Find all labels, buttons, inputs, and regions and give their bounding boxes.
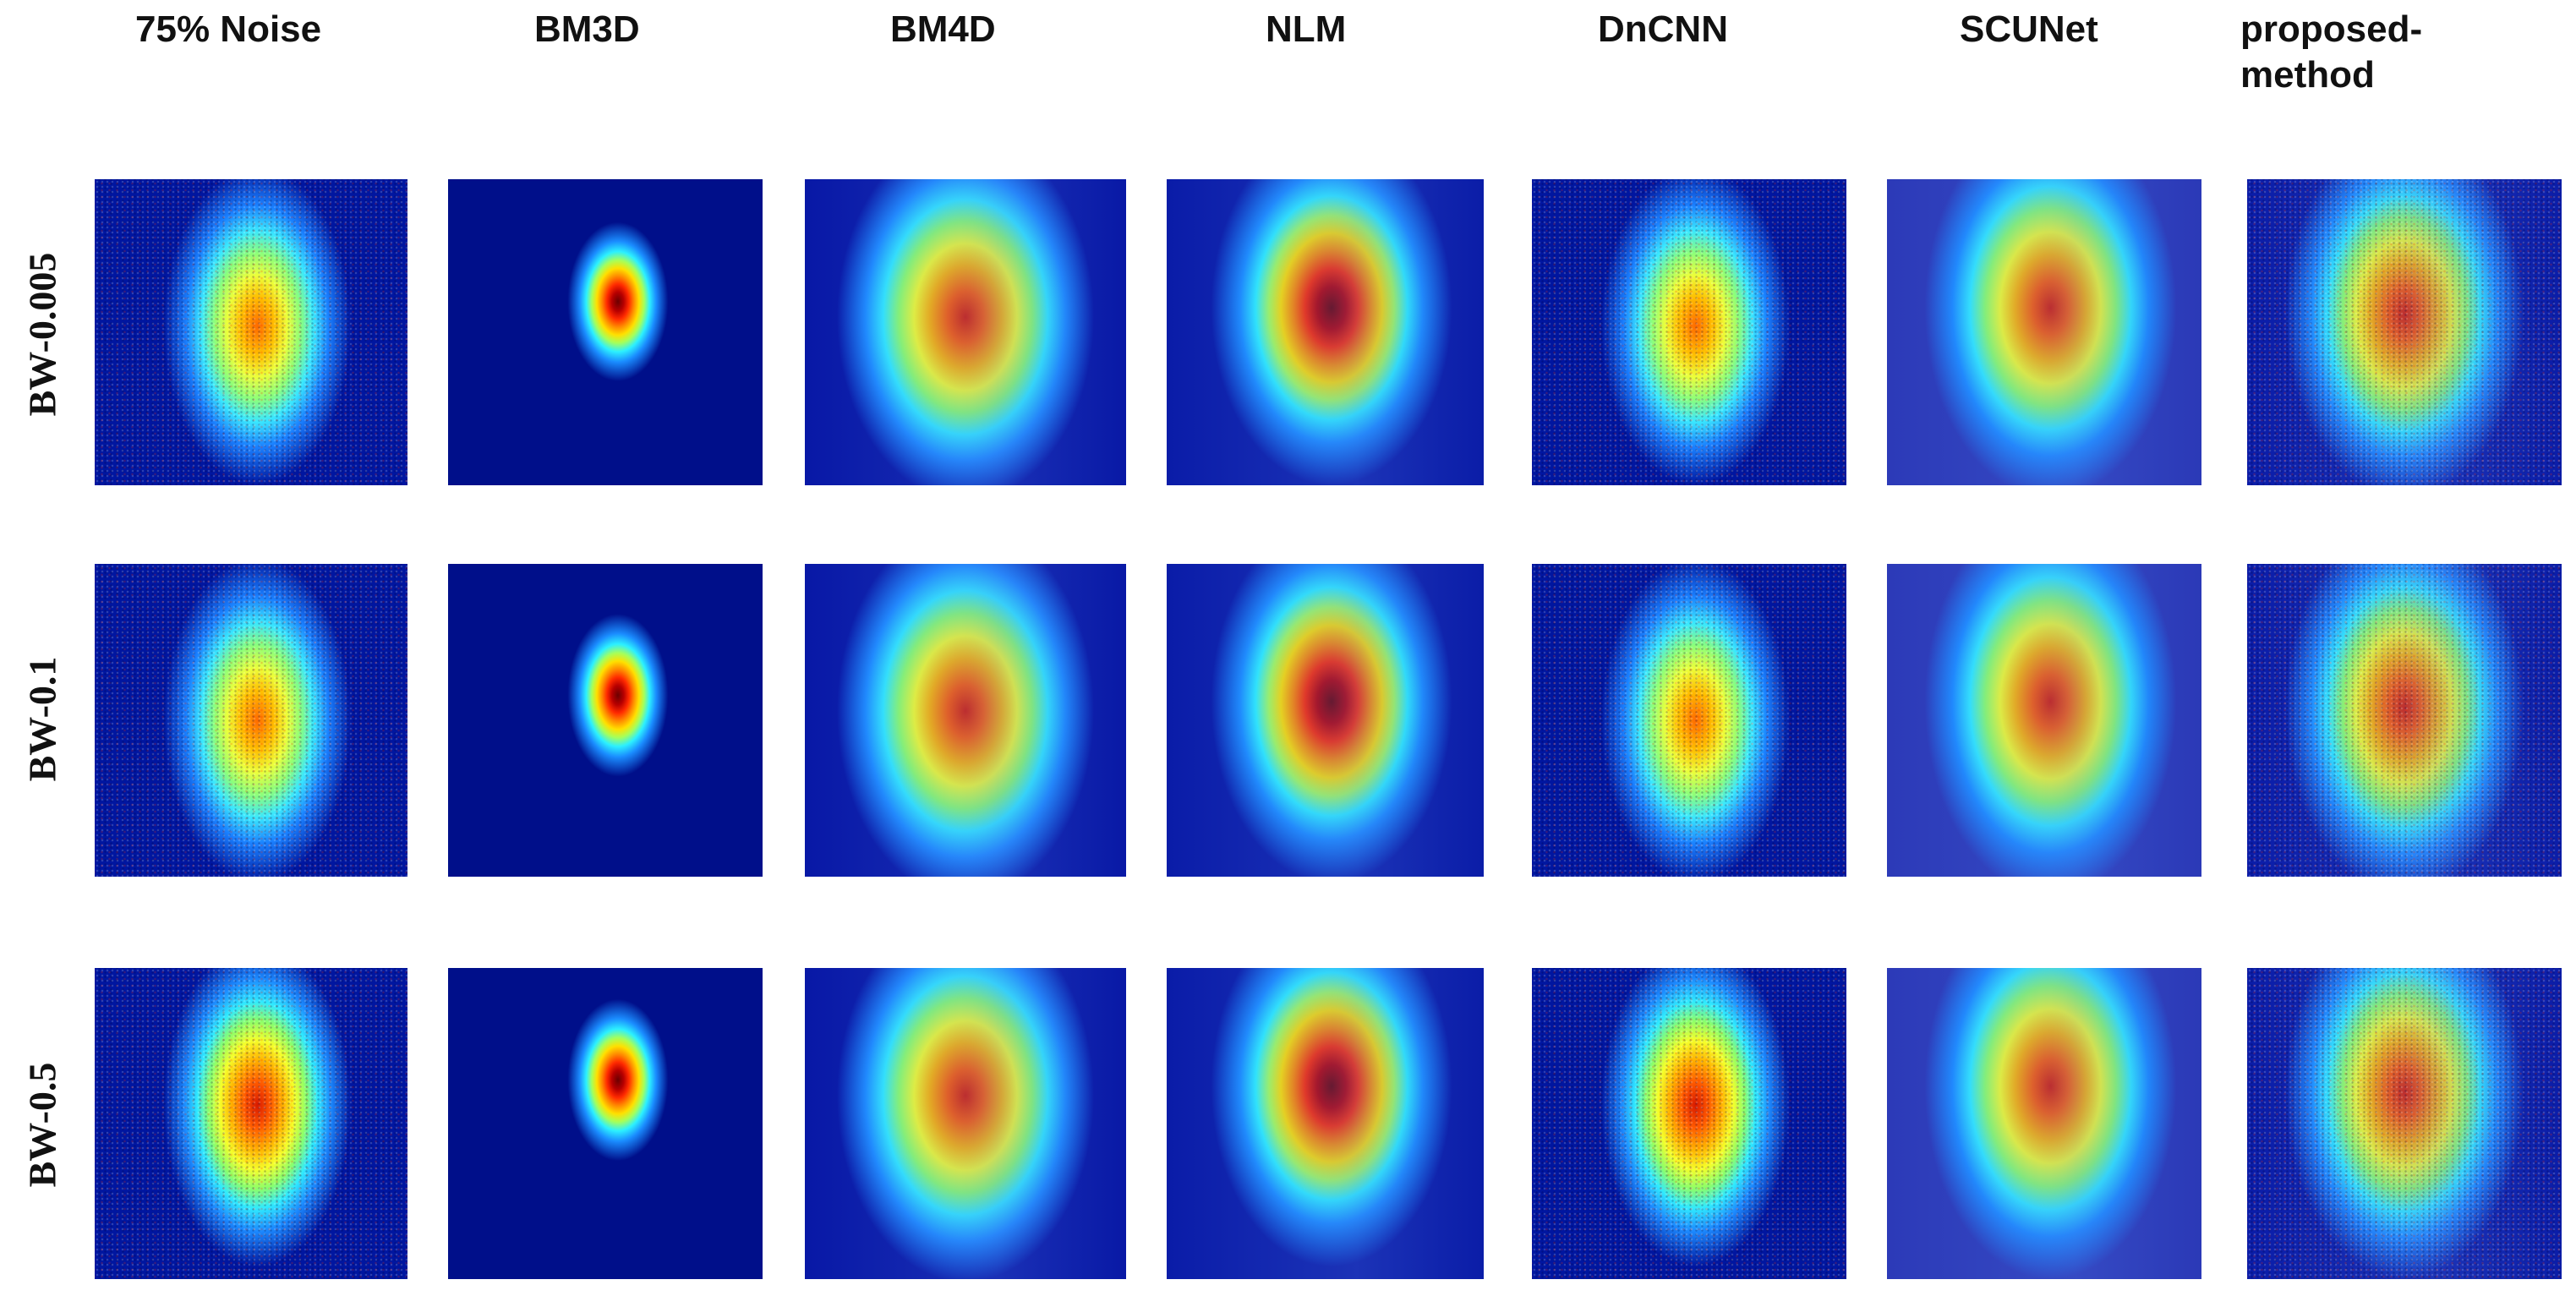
intensity-map	[1887, 968, 2201, 1279]
haze-overlay	[805, 968, 1126, 1279]
column-header-nlm: NLM	[1266, 8, 1347, 50]
panel-dncnn-row-1	[1532, 179, 1846, 485]
panel-bm3d-row-1	[448, 179, 763, 485]
noise-texture	[1532, 179, 1846, 485]
panel-bm3d-row-3	[448, 968, 763, 1279]
row-label-bw-05: BW-0.5	[0, 968, 85, 1281]
panel-bm4d-row-2	[805, 564, 1126, 877]
haze-overlay	[1167, 564, 1484, 877]
intensity-map	[1887, 179, 2201, 485]
haze-overlay	[1887, 564, 2201, 877]
panel-nlm-row-3	[1167, 968, 1484, 1279]
panel-scunet-row-3	[1887, 968, 2201, 1279]
haze-overlay	[2247, 564, 2562, 877]
intensity-map	[95, 564, 407, 877]
noise-texture	[2247, 564, 2562, 877]
noise-texture	[95, 179, 407, 485]
panel-bm4d-row-3	[805, 968, 1126, 1279]
intensity-map	[1887, 564, 2201, 877]
haze-overlay	[1887, 179, 2201, 485]
intensity-map	[2247, 179, 2562, 485]
panel-bm4d-row-1	[805, 179, 1126, 485]
haze-overlay	[2247, 179, 2562, 485]
intensity-map	[805, 564, 1126, 877]
column-header-scunet: SCUNet	[1960, 8, 2098, 50]
intensity-map	[1532, 564, 1846, 877]
column-header-dncnn: DnCNN	[1598, 8, 1728, 50]
intensity-map	[1167, 564, 1484, 877]
intensity-map	[1532, 968, 1846, 1279]
intensity-map	[2247, 564, 2562, 877]
noise-texture	[95, 564, 407, 877]
panel-proposed-method-row-2	[2247, 564, 2562, 877]
column-header-proposed-method: proposed-method	[2240, 8, 2423, 96]
panel-dncnn-row-2	[1532, 564, 1846, 877]
column-header-75-noise: 75% Noise	[135, 8, 322, 50]
panel-scunet-row-2	[1887, 564, 2201, 877]
haze-overlay	[1167, 179, 1484, 485]
panel-nlm-row-1	[1167, 179, 1484, 485]
panel-proposed-method-row-3	[2247, 968, 2562, 1279]
haze-overlay	[1887, 968, 2201, 1279]
haze-overlay	[1167, 968, 1484, 1279]
row-label-text: BW-0.005	[20, 252, 64, 416]
noise-texture	[1532, 968, 1846, 1279]
row-label-text: BW-0.1	[20, 656, 64, 781]
intensity-map	[1532, 179, 1846, 485]
panel-scunet-row-1	[1887, 179, 2201, 485]
intensity-map	[2247, 968, 2562, 1279]
column-header-bm4d: BM4D	[890, 8, 996, 50]
haze-overlay	[805, 179, 1126, 485]
intensity-map	[805, 179, 1126, 485]
intensity-map	[1167, 179, 1484, 485]
intensity-map	[95, 179, 407, 485]
intensity-map	[448, 179, 763, 485]
panel-75-noise-row-3	[95, 968, 407, 1279]
noise-texture	[2247, 968, 2562, 1279]
row-label-bw-0005: BW-0.005	[0, 178, 85, 490]
intensity-map	[448, 564, 763, 877]
intensity-map	[448, 968, 763, 1279]
row-label-bw-01: BW-0.1	[0, 562, 85, 875]
panel-75-noise-row-1	[95, 179, 407, 485]
noise-texture	[1532, 564, 1846, 877]
noise-texture	[95, 968, 407, 1279]
intensity-map	[95, 968, 407, 1279]
panel-bm3d-row-2	[448, 564, 763, 877]
noise-texture	[2247, 179, 2562, 485]
panel-nlm-row-2	[1167, 564, 1484, 877]
intensity-map	[1167, 968, 1484, 1279]
haze-overlay	[2247, 968, 2562, 1279]
haze-overlay	[805, 564, 1126, 877]
intensity-map	[805, 968, 1126, 1279]
column-header-bm3d: BM3D	[534, 8, 640, 50]
panel-proposed-method-row-1	[2247, 179, 2562, 485]
panel-75-noise-row-2	[95, 564, 407, 877]
row-label-text: BW-0.5	[20, 1062, 64, 1187]
panel-dncnn-row-3	[1532, 968, 1846, 1279]
